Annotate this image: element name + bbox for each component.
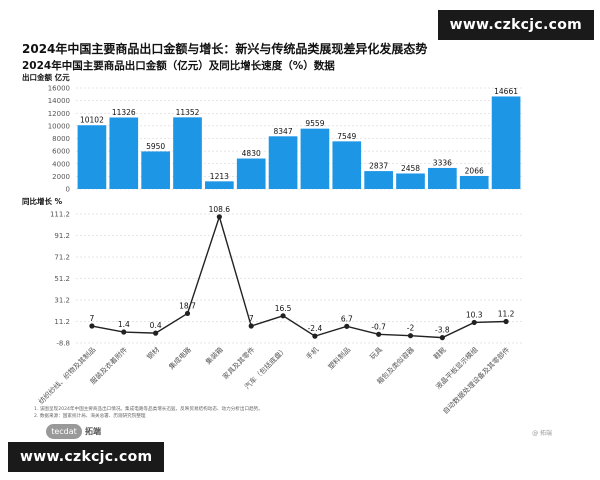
bar-y-axis-title: 出口金额 亿元 <box>22 72 70 82</box>
category-label: 集成电路 <box>167 345 193 371</box>
logo-text: 拓端 <box>85 427 101 436</box>
line-y-tick-label: 51.2 <box>54 275 70 283</box>
growth-value-label: 10.3 <box>466 310 483 319</box>
growth-value-label: 16.5 <box>275 304 292 313</box>
bar-12 <box>459 175 489 189</box>
growth-point-12 <box>471 319 477 326</box>
bar-y-tick-label: 4000 <box>52 160 70 168</box>
growth-value-label: -2.4 <box>308 324 323 333</box>
category-label: 玩具 <box>369 346 385 362</box>
bar-value-label: 11326 <box>112 108 136 117</box>
bar-value-label: 8347 <box>274 127 293 136</box>
bar-y-tick-label: 12000 <box>48 110 70 118</box>
footnotes: 1. 该图呈现2024年中国主要商品出口情况。集成电路等品类增长迅猛，反映贸易结… <box>34 406 263 420</box>
growth-value-label: -0.7 <box>371 322 386 331</box>
line-y-tick-label: 91.2 <box>54 232 70 240</box>
line-y-tick-label: 31.2 <box>54 297 70 305</box>
growth-point-2 <box>153 330 159 336</box>
growth-value-label: 1.4 <box>118 320 130 329</box>
bar-value-label: 5950 <box>146 142 165 151</box>
footnote-2: 2. 数据来源：国家统计局、海关总署、历观研究院整理 <box>34 414 146 419</box>
growth-value-label: -3.8 <box>435 326 450 335</box>
logo-mark: tecdat <box>46 424 82 439</box>
line-y-axis-title: 同比增长 % <box>22 196 63 206</box>
bar-5 <box>236 158 266 189</box>
bar-3 <box>173 117 202 189</box>
growth-point-3 <box>184 310 191 317</box>
bar-4 <box>205 181 234 189</box>
bar-value-label: 2458 <box>401 164 420 173</box>
bar-1 <box>109 117 139 189</box>
growth-point-10 <box>407 333 414 339</box>
bar-7 <box>300 128 330 189</box>
category-label: 自动数据处理设备及其零部件 <box>441 345 512 416</box>
growth-point-11 <box>439 335 445 341</box>
growth-value-label: 11.2 <box>498 310 515 319</box>
category-label: 集装箱 <box>204 345 225 366</box>
growth-value-label: -2 <box>407 324 415 333</box>
category-label: 钢材 <box>145 345 161 361</box>
growth-value-label: 7 <box>249 314 254 323</box>
growth-value-label: 7 <box>90 314 95 323</box>
growth-point-4 <box>216 214 222 220</box>
watermark-top: www.czkcjc.com <box>437 10 594 40</box>
category-label: 纺织纱线、织物及其制品 <box>37 345 98 406</box>
footnote-1: 1. 该图呈现2024年中国主要商品出口情况。集成电路等品类增长迅猛，反映贸易结… <box>34 407 263 412</box>
bar-y-tick-label: 14000 <box>48 97 70 105</box>
bar-6 <box>268 136 298 189</box>
growth-value-label: 6.7 <box>341 314 353 323</box>
bar-13 <box>491 96 521 189</box>
bar-value-label: 7549 <box>337 132 356 141</box>
growth-point-5 <box>248 323 254 329</box>
growth-value-label: 0.4 <box>150 321 162 330</box>
bar-y-tick-label: 10000 <box>48 122 70 130</box>
growth-point-8 <box>344 323 350 329</box>
line-y-tick-label: 71.2 <box>54 254 70 262</box>
line-y-tick-label: 111.2 <box>50 211 70 219</box>
brand-logo: tecdat 拓端 <box>46 424 101 439</box>
growth-line <box>91 214 507 339</box>
growth-point-6 <box>280 313 286 319</box>
bar-y-tick-label: 6000 <box>52 148 70 156</box>
bar-y-tick-label: 2000 <box>52 173 70 181</box>
bar-0 <box>77 125 107 189</box>
bar-y-tick-label: 8000 <box>52 135 70 143</box>
bar-value-label: 2837 <box>369 162 388 171</box>
bar-value-label: 10102 <box>80 116 104 125</box>
growth-value-label: 108.6 <box>209 205 231 214</box>
bar-value-label: 2066 <box>465 166 484 175</box>
bar-10 <box>396 173 425 189</box>
bar-value-label: 4830 <box>242 149 261 158</box>
line-y-tick-label: -8.8 <box>56 340 70 348</box>
bar-value-label: 9559 <box>305 119 324 128</box>
category-label: 鞋靴 <box>432 345 448 361</box>
line-y-tick-label: 11.2 <box>54 318 70 326</box>
category-label: 塑料制品 <box>326 345 352 371</box>
bar-8 <box>332 141 362 189</box>
bar-9 <box>364 171 393 189</box>
bar-y-tick-label: 0 <box>66 186 70 194</box>
growth-point-7 <box>312 333 318 339</box>
growth-point-1 <box>121 329 127 335</box>
chart-title: 2024年中国主要商品出口金额与增长：新兴与传统品类展现差异化发展态势 <box>22 42 428 56</box>
bar-y-tick-label: 16000 <box>48 85 70 93</box>
credit-text: @ 拓端 <box>532 430 552 437</box>
bar-value-label: 3336 <box>433 158 452 167</box>
category-label: 家具及其零件 <box>221 345 257 381</box>
chart-subtitle: 2024年中国主要商品出口金额（亿元）及同比增长速度（%）数据 <box>22 60 335 72</box>
category-label: 手机 <box>304 345 320 361</box>
bar-value-label: 1213 <box>210 172 229 181</box>
bar-value-label: 14661 <box>494 87 518 96</box>
bar-2 <box>141 151 170 189</box>
growth-point-13 <box>503 318 509 325</box>
bar-11 <box>428 167 457 189</box>
growth-point-0 <box>89 323 95 329</box>
watermark-bottom: www.czkcjc.com <box>8 442 165 472</box>
growth-value-label: 18.7 <box>179 301 196 310</box>
bar-value-label: 11352 <box>176 108 200 117</box>
growth-point-9 <box>376 331 382 337</box>
